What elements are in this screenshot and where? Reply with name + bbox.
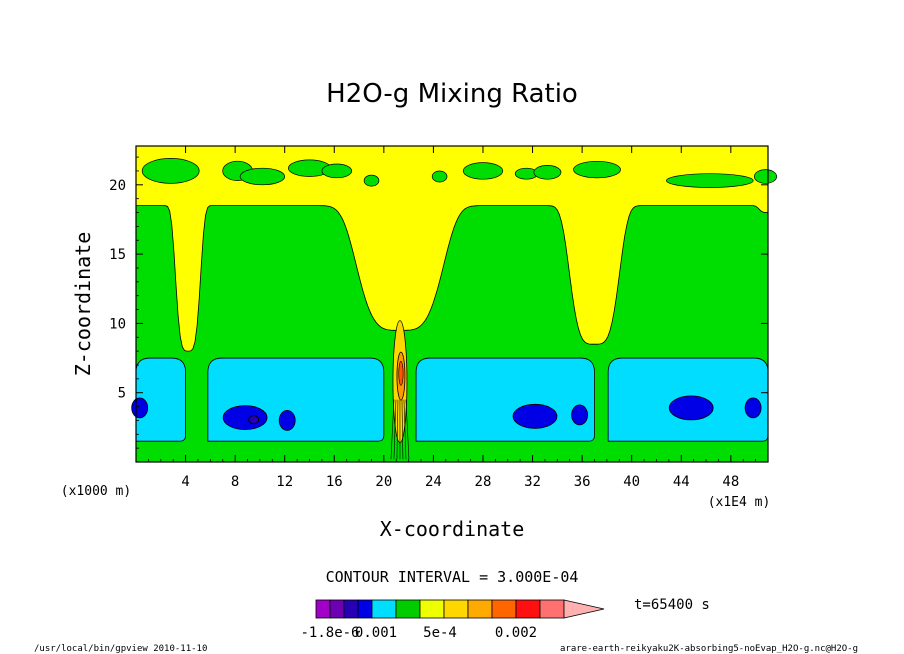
upper-blob (753, 169, 778, 184)
spike-contour-line (405, 399, 410, 460)
time-label: t=65400 s (634, 597, 710, 613)
footer-left: /usr/local/bin/gpview 2010-11-10 (34, 644, 207, 654)
upper-blob (239, 167, 286, 186)
colorbar-label: 5e-4 (423, 625, 457, 641)
x-tick-label: 16 (326, 474, 343, 490)
x-tick-label: 20 (375, 474, 392, 490)
upper-blob (666, 173, 754, 188)
upper-blob (462, 162, 504, 180)
blue-pool (222, 405, 268, 431)
upper-blob (431, 170, 448, 183)
colorbar-labels: -1.8e-60.001 5e-4 0.002 (300, 625, 537, 641)
spike-contour-line (401, 399, 404, 460)
y-tick-label: 15 (109, 247, 126, 263)
colorbar-label: 0.002 (495, 625, 537, 641)
colorbar-swatch (539, 599, 565, 619)
blue-pool-core (248, 415, 260, 425)
colorbar-swatch (419, 599, 445, 619)
chart-title: H2O-g Mixing Ratio (326, 79, 578, 109)
colorbar-swatch (515, 599, 541, 619)
colorbar-swatch (357, 599, 373, 619)
x-tick-label: 32 (524, 474, 541, 490)
x-tick-label: 8 (231, 474, 239, 490)
x-tick-label: 24 (425, 474, 442, 490)
x-unit-right: (x1E4 m) (708, 495, 771, 510)
colorbar-label: -1.8e-6 (300, 625, 359, 641)
upper-blob (141, 158, 200, 184)
blue-pool (668, 395, 714, 421)
y-tick-label: 10 (109, 316, 126, 332)
blue-pool (571, 404, 588, 426)
x-unit-left: (x1000 m) (61, 484, 131, 499)
contour-interval-label: CONTOUR INTERVAL = 3.000E-04 (326, 568, 579, 586)
colorbar-swatch (315, 599, 331, 619)
colorbar-label: 0.001 (355, 625, 397, 641)
x-tick-label: 4 (181, 474, 189, 490)
x-tick-label: 48 (722, 474, 739, 490)
x-tick-label: 12 (276, 474, 293, 490)
colorbar-swatch (395, 599, 421, 619)
colorbar (315, 599, 605, 619)
blue-pool (512, 403, 558, 429)
colorbar-swatch (467, 599, 493, 619)
y-tick-label: 5 (118, 386, 126, 402)
colorbar-swatch (329, 599, 345, 619)
x-axis-ticks: 4 8 12 16 20 24 28 32 36 40 44 48 (147, 146, 757, 490)
x-tick-label: 44 (673, 474, 690, 490)
spike-contour-line (390, 399, 395, 460)
colorbar-swatch (371, 599, 397, 619)
y-axis-label: Z-coordinate (71, 232, 95, 377)
spike-contour-line (393, 399, 397, 460)
colorbar-swatch (443, 599, 469, 619)
upper-blob (363, 174, 380, 187)
plot-frame (135, 145, 769, 463)
blue-pool (278, 409, 296, 431)
y-tick-label: 20 (109, 178, 126, 194)
x-tick-label: 28 (475, 474, 492, 490)
upper-blob (573, 160, 621, 179)
peak-spike-group (390, 320, 410, 460)
x-axis-label: X-coordinate (380, 517, 525, 541)
x-tick-label: 36 (574, 474, 591, 490)
spike-contour-line (396, 399, 399, 460)
blue-pool (131, 397, 149, 419)
upper-blobs-group (141, 158, 778, 188)
colorbar-swatch (343, 599, 359, 619)
upper-blob (321, 163, 353, 179)
spike-core (398, 360, 404, 386)
blue-pool (744, 397, 762, 419)
plot-area (131, 145, 778, 463)
low-band-region (135, 357, 769, 442)
colorbar-arrow (563, 599, 605, 619)
y-axis-ticks: 5 10 15 20 (109, 156, 768, 449)
footer-right: arare-earth-reikyaku2K-absorbing5-noEvap… (560, 644, 858, 654)
spike-contour-line (403, 399, 407, 460)
upper-blob (533, 165, 562, 180)
x-tick-label: 40 (623, 474, 640, 490)
colorbar-swatch (491, 599, 517, 619)
